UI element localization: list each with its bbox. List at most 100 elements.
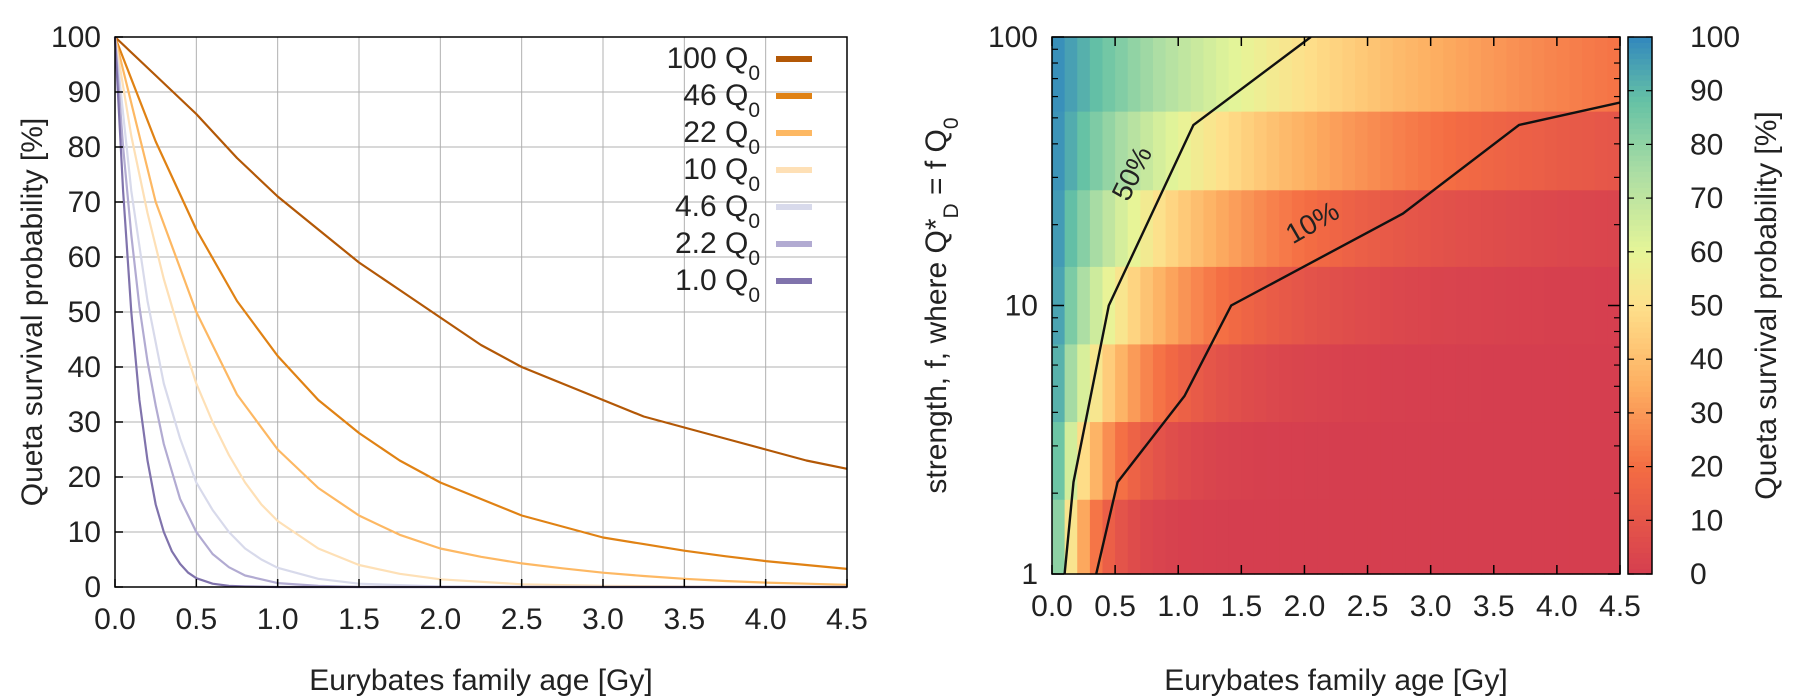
heatmap-cell [1140, 421, 1154, 500]
colorbar-band [1628, 47, 1652, 54]
colorbar-band [1628, 58, 1652, 65]
heatmap-cell [1544, 421, 1558, 500]
heatmap-cell [1594, 37, 1608, 112]
colorbar-band [1628, 412, 1652, 419]
colorbar-band [1628, 262, 1652, 269]
colorbar-tick-label: 90 [1690, 75, 1723, 108]
heatmap-cell [1203, 37, 1217, 112]
heatmap-cell [1519, 37, 1533, 112]
heatmap-cell [1481, 37, 1495, 112]
colorbar-band [1628, 396, 1652, 403]
legend-entry-label: 100 Q0 [667, 42, 760, 85]
heatmap-cell [1266, 266, 1280, 345]
heatmap-cell [1367, 266, 1381, 345]
colorbar-band [1628, 192, 1652, 199]
heatmap-cell [1266, 111, 1280, 191]
colorbar-band [1628, 429, 1652, 435]
colorbar-band [1628, 74, 1652, 81]
colorbar-band [1628, 246, 1652, 253]
heatmap-cell [1089, 421, 1104, 500]
colorbar-band [1628, 273, 1652, 280]
heatmap-cell [1380, 421, 1394, 500]
left-y-tick-label: 80 [68, 131, 101, 164]
colorbar-band [1628, 79, 1652, 86]
heatmap-cell [1582, 343, 1596, 423]
colorbar-band [1628, 251, 1652, 258]
heatmap-cell [1493, 37, 1507, 112]
colorbar-band [1628, 208, 1652, 215]
heatmap-cell [1241, 189, 1255, 267]
heatmap-cell [1329, 266, 1343, 345]
colorbar-band [1628, 165, 1652, 172]
heatmap-cell [1569, 266, 1583, 345]
heatmap-cell [1455, 499, 1470, 575]
heatmap-cell [1582, 37, 1596, 112]
heatmap-cell [1468, 499, 1482, 575]
heatmap-cell [1291, 266, 1306, 345]
heatmap-cell [1253, 499, 1268, 575]
colorbar-band [1628, 407, 1652, 414]
heatmap-cells [1052, 37, 1621, 575]
heatmap-cell [1405, 266, 1419, 345]
colorbar-band [1628, 461, 1652, 468]
heatmap-cell [1607, 421, 1621, 500]
heatmap-cell [1152, 189, 1167, 267]
colorbar-band [1628, 230, 1652, 237]
heatmap-cell [1064, 343, 1078, 423]
heatmap-cell [1140, 266, 1154, 345]
heatmap-cell [1127, 266, 1141, 345]
colorbar-tick-label: 100 [1690, 21, 1740, 54]
heatmap-cell [1430, 111, 1444, 191]
colorbar-label: Queta survival probability [%] [1750, 111, 1783, 500]
heatmap-cell [1544, 111, 1558, 191]
heatmap-cell [1556, 189, 1571, 267]
heatmap-cell [1405, 37, 1419, 112]
left-x-tick-label: 1.0 [257, 603, 299, 636]
series-line [113, 36, 848, 570]
heatmap-cell [1266, 421, 1280, 500]
heatmap-cell [1455, 111, 1470, 191]
heatmap-cell [1190, 189, 1205, 267]
right-x-tick-label: 0.0 [1031, 590, 1073, 623]
heatmap-cell [1531, 189, 1545, 267]
heatmap-cell [1519, 189, 1533, 267]
heatmap-cell [1266, 499, 1280, 575]
colorbar-band [1628, 176, 1652, 183]
heatmap-cell [1519, 111, 1533, 191]
legend-entry-label: 1.0 Q0 [675, 264, 760, 307]
colorbar-band [1628, 316, 1652, 323]
colorbar-band [1628, 267, 1652, 274]
heatmap-cell [1392, 499, 1407, 575]
colorbar-band [1628, 466, 1652, 473]
heatmap-cell [1569, 421, 1583, 500]
heatmap-cell [1115, 189, 1129, 267]
legend-entry-label: 4.6 Q0 [675, 190, 760, 233]
heatmap-cell [1052, 111, 1066, 191]
colorbar-band [1628, 133, 1652, 140]
heatmap-cell [1102, 37, 1116, 112]
heatmap-cell [1380, 266, 1394, 345]
colorbar-band [1628, 257, 1652, 264]
heatmap-cell [1140, 37, 1154, 112]
left-axis-ticks: 0.0 0.5 1.0 1.5 2.0 2.5 3.0 3.5 4.0 4.5 0 10 20 30 40 5… [51, 21, 868, 636]
colorbar-band [1628, 155, 1652, 162]
heatmap-cell [1190, 499, 1205, 575]
heatmap-cell [1279, 111, 1293, 191]
legend-entry-label: 22 Q0 [683, 116, 760, 159]
colorbar-tick-label: 40 [1690, 343, 1723, 376]
contour-line [1095, 101, 1620, 574]
heatmap-cell [1241, 343, 1255, 423]
heatmap-cell [1405, 343, 1419, 423]
heatmap-cell [1228, 111, 1242, 191]
heatmap-cell [1228, 266, 1242, 345]
colorbar-band [1628, 96, 1652, 103]
heatmap-cell [1405, 421, 1419, 500]
heatmap-cell [1418, 343, 1432, 423]
colorbar-band [1628, 402, 1652, 409]
heatmap-cell [1216, 189, 1230, 267]
colorbar-band [1628, 321, 1652, 328]
heatmap-cell [1317, 189, 1331, 267]
colorbar-band [1628, 128, 1652, 135]
heatmap-cell [1380, 111, 1394, 191]
heatmap-cell [1253, 343, 1268, 423]
